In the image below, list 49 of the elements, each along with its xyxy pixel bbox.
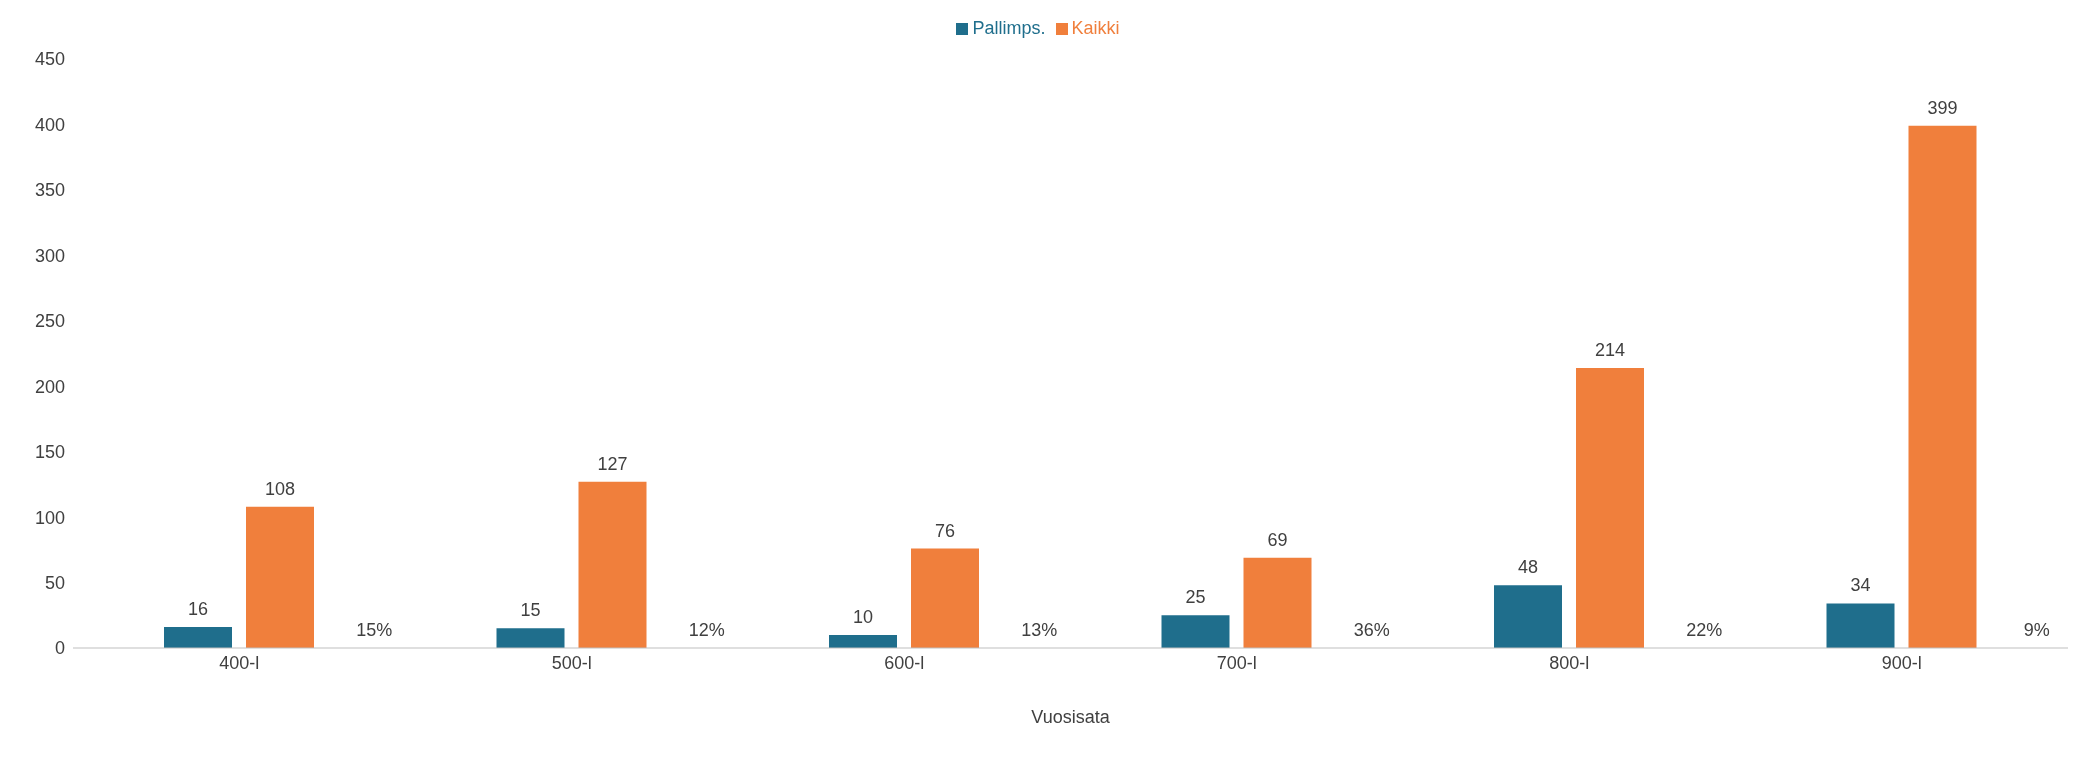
data-label: 76 <box>934 520 956 541</box>
data-label: 25 <box>1185 587 1206 608</box>
legend-label: Kaikki <box>1071 18 1120 38</box>
x-tick-label: 900-l <box>1881 652 1922 673</box>
x-tick-label: 600-l <box>884 652 925 673</box>
y-tick-label: 250 <box>34 311 65 332</box>
y-tick-label: 150 <box>34 442 65 463</box>
bar <box>164 627 232 648</box>
bar <box>578 481 647 648</box>
bar <box>246 506 314 648</box>
annotation: 13% <box>1021 620 1058 640</box>
bar <box>911 548 979 648</box>
data-label: 69 <box>1267 529 1288 550</box>
y-tick-label: 350 <box>34 180 65 201</box>
bar <box>1908 125 1977 648</box>
bar <box>1161 615 1230 648</box>
y-tick-label: 400 <box>34 114 65 135</box>
x-tick-label: 800-l <box>1549 652 1590 673</box>
legend-label: Pallimps. <box>972 18 1046 38</box>
bar <box>1576 367 1644 648</box>
data-label: 108 <box>264 478 296 499</box>
data-label: 399 <box>1927 97 1958 118</box>
y-tick-label: 200 <box>34 376 65 397</box>
bar <box>496 628 565 648</box>
annotation: 22% <box>1686 620 1723 640</box>
bar <box>1826 603 1895 648</box>
data-label: 10 <box>852 606 874 627</box>
data-label: 15 <box>520 600 541 621</box>
bar <box>1494 585 1562 648</box>
data-label: 127 <box>597 453 628 474</box>
y-tick-label: 300 <box>34 245 65 266</box>
x-tick-label: 500-l <box>551 652 592 673</box>
x-tick-label: 700-l <box>1216 652 1257 673</box>
annotation: 15% <box>356 620 393 640</box>
x-axis-title: Vuosisata <box>1031 707 1111 727</box>
data-label: 34 <box>1850 575 1871 596</box>
y-tick-label: 0 <box>54 638 65 659</box>
data-label: 214 <box>1594 339 1626 360</box>
annotation: 9% <box>2023 620 2050 640</box>
data-label: 16 <box>187 599 209 620</box>
y-tick-label: 450 <box>34 49 65 70</box>
data-label: 48 <box>1517 557 1539 578</box>
annotation: 12% <box>688 620 725 640</box>
x-tick-label: 400-l <box>219 652 260 673</box>
bar <box>829 634 897 648</box>
y-tick-label: 50 <box>44 572 65 593</box>
y-tick-label: 100 <box>34 507 65 528</box>
annotation: 36% <box>1353 620 1390 640</box>
bar <box>1243 557 1312 648</box>
